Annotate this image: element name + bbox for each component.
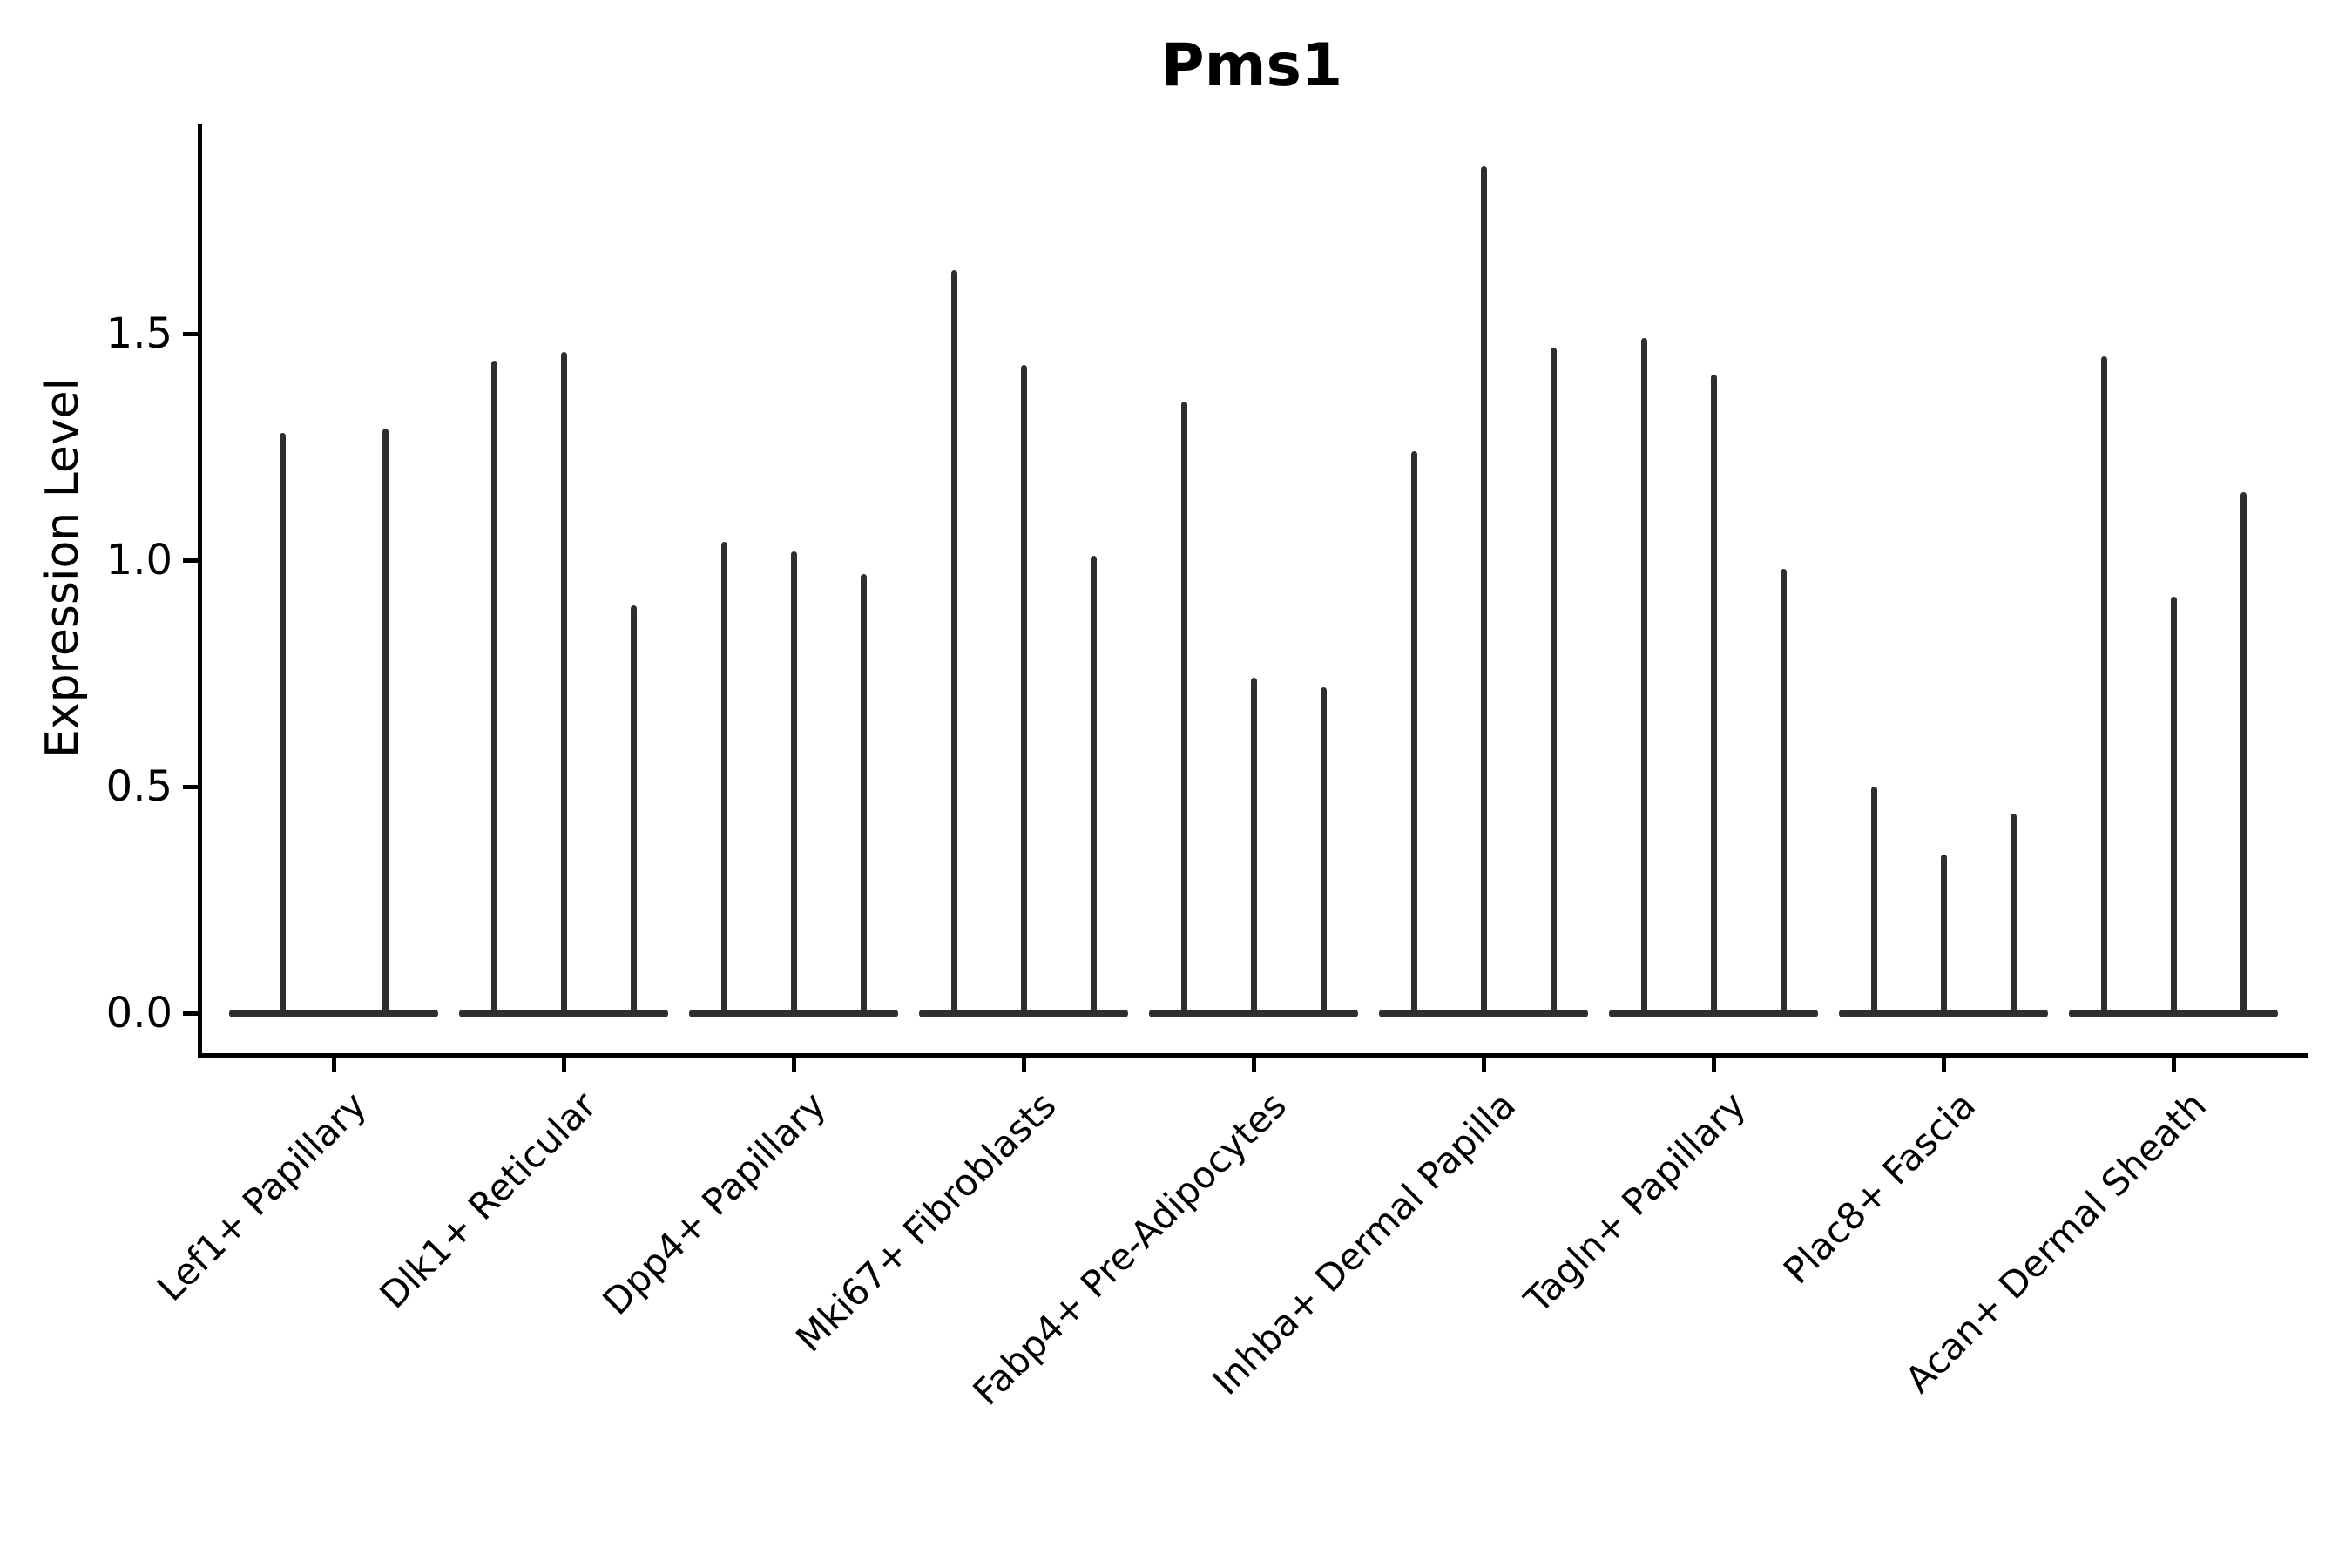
violin-spike [490,361,497,1013]
x-tick-label: Mki67+ Fibroblasts [787,1084,1064,1361]
violin-spike [1870,787,1877,1013]
violin-spike [2010,814,2017,1013]
x-tick-mark [1022,1058,1026,1072]
x-tick-label: Plac8+ Fascia [1775,1084,1984,1293]
x-tick-mark [1712,1058,1716,1072]
y-tick-label: 0.0 [105,989,172,1037]
violin-baseline [1839,1010,2048,1017]
y-axis-spine [198,124,202,1058]
violin-spike [1020,365,1027,1013]
violin-spike [382,429,389,1013]
x-tick-mark [1942,1058,1946,1072]
violin-baseline [229,1010,438,1017]
violin-spike [1640,338,1647,1013]
x-tick-label: Tagln+ Papillary [1516,1084,1754,1321]
y-tick-mark [183,558,198,563]
violin-spike [1710,374,1717,1013]
violin-spike [1090,555,1097,1013]
x-tick-label: Dlk1+ Reticular [371,1084,605,1317]
violin-spike [1250,678,1257,1013]
y-tick-label: 1.0 [105,536,172,585]
violin-baseline [1379,1010,1588,1017]
violin-spike [279,433,286,1013]
violin-spike [1410,451,1417,1013]
x-axis-spine [198,1053,2308,1058]
violin-spike [950,270,957,1013]
violin-spike [790,551,797,1013]
violin-spike [720,542,727,1013]
violin-baseline [1609,1010,1818,1017]
violin-spike [860,573,867,1013]
x-tick-label: Dpp4+ Papillary [594,1084,835,1323]
violin-spike [2240,492,2247,1013]
violin-baseline [1149,1010,1358,1017]
plot-title: Pms1 [1160,31,1343,100]
y-axis-label: Expression Level [37,377,89,759]
violin-spike [630,605,637,1013]
violin-baseline [919,1010,1128,1017]
y-tick-mark [183,1011,198,1016]
x-tick-mark [1252,1058,1256,1072]
violin-spike [1780,569,1787,1013]
x-tick-mark [562,1058,566,1072]
x-tick-mark [1482,1058,1486,1072]
y-tick-label: 1.5 [105,309,172,358]
violin-spike [1180,402,1187,1013]
violin-spike [2100,356,2107,1013]
y-tick-mark [183,785,198,789]
violin-spike [2170,596,2177,1013]
violin-baseline [689,1010,898,1017]
violin-spike [1320,686,1327,1013]
violin-baseline [459,1010,668,1017]
x-tick-mark [2172,1058,2176,1072]
x-tick-mark [792,1058,796,1072]
violin-spike [1940,855,1947,1013]
violin-spike [560,351,567,1013]
x-tick-mark [332,1058,336,1072]
violin-baseline [2069,1010,2278,1017]
violin-spike [1550,347,1557,1013]
y-tick-label: 0.5 [105,762,172,811]
x-tick-label: Lef1+ Papillary [148,1084,375,1309]
violin-spike [1480,166,1487,1013]
y-tick-mark [183,332,198,336]
